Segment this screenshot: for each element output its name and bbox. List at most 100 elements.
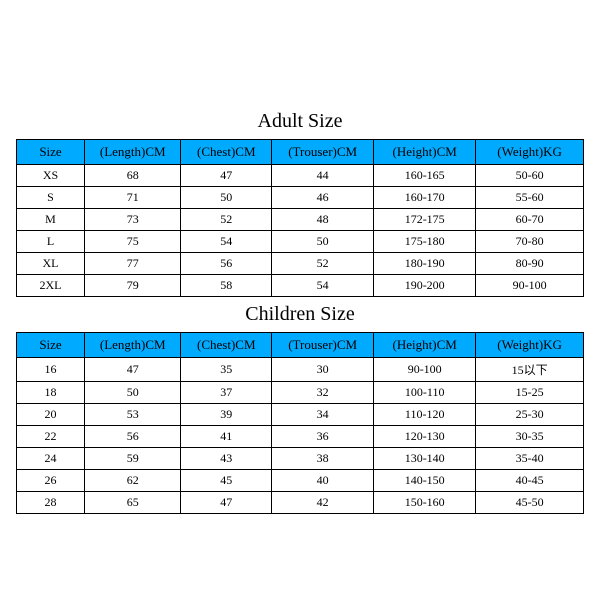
col-weight: (Weight)KG (476, 140, 584, 165)
cell: 54 (181, 231, 272, 253)
cell: 24 (17, 448, 85, 470)
cell: XS (17, 165, 85, 187)
col-size: Size (17, 140, 85, 165)
table-row: 2XL 79 58 54 190-200 90-100 (17, 275, 584, 297)
cell: 73 (85, 209, 181, 231)
table-row: S 71 50 46 160-170 55-60 (17, 187, 584, 209)
table-row: L 75 54 50 175-180 70-80 (17, 231, 584, 253)
col-trouser: (Trouser)CM (272, 333, 374, 358)
cell: 22 (17, 426, 85, 448)
cell: L (17, 231, 85, 253)
children-size-title: Children Size (16, 303, 584, 326)
cell: 30 (272, 358, 374, 382)
cell: 50 (272, 231, 374, 253)
cell: 75 (85, 231, 181, 253)
cell: 190-200 (374, 275, 476, 297)
col-trouser: (Trouser)CM (272, 140, 374, 165)
cell: 54 (272, 275, 374, 297)
cell: 15以下 (476, 358, 584, 382)
cell: 38 (272, 448, 374, 470)
cell: 18 (17, 382, 85, 404)
cell: 48 (272, 209, 374, 231)
cell: 100-110 (374, 382, 476, 404)
table-row: 26 62 45 40 140-150 40-45 (17, 470, 584, 492)
cell: 35-40 (476, 448, 584, 470)
cell: 58 (181, 275, 272, 297)
cell: 16 (17, 358, 85, 382)
cell: 59 (85, 448, 181, 470)
cell: 90-100 (476, 275, 584, 297)
children-size-table: Size (Length)CM (Chest)CM (Trouser)CM (H… (16, 332, 584, 514)
col-length: (Length)CM (85, 140, 181, 165)
cell: 56 (181, 253, 272, 275)
cell: 50-60 (476, 165, 584, 187)
adult-size-title: Adult Size (16, 110, 584, 133)
cell: 150-160 (374, 492, 476, 514)
col-size: Size (17, 333, 85, 358)
cell: 37 (181, 382, 272, 404)
cell: 20 (17, 404, 85, 426)
cell: 55-60 (476, 187, 584, 209)
cell: 45-50 (476, 492, 584, 514)
col-height: (Height)CM (374, 333, 476, 358)
cell: 41 (181, 426, 272, 448)
cell: 68 (85, 165, 181, 187)
table-row: M 73 52 48 172-175 60-70 (17, 209, 584, 231)
cell: 2XL (17, 275, 85, 297)
table-header-row: Size (Length)CM (Chest)CM (Trouser)CM (H… (17, 333, 584, 358)
table-row: 20 53 39 34 110-120 25-30 (17, 404, 584, 426)
col-weight: (Weight)KG (476, 333, 584, 358)
cell: 35 (181, 358, 272, 382)
table-row: XL 77 56 52 180-190 80-90 (17, 253, 584, 275)
cell: 46 (272, 187, 374, 209)
cell: 28 (17, 492, 85, 514)
cell: 140-150 (374, 470, 476, 492)
cell: 45 (181, 470, 272, 492)
cell: 39 (181, 404, 272, 426)
cell: 52 (181, 209, 272, 231)
cell: 15-25 (476, 382, 584, 404)
cell: 47 (181, 492, 272, 514)
cell: XL (17, 253, 85, 275)
cell: 40-45 (476, 470, 584, 492)
cell: M (17, 209, 85, 231)
cell: 52 (272, 253, 374, 275)
cell: 47 (85, 358, 181, 382)
cell: 65 (85, 492, 181, 514)
cell: 34 (272, 404, 374, 426)
cell: 53 (85, 404, 181, 426)
cell: 70-80 (476, 231, 584, 253)
cell: 36 (272, 426, 374, 448)
cell: 160-165 (374, 165, 476, 187)
cell: 120-130 (374, 426, 476, 448)
cell: 30-35 (476, 426, 584, 448)
cell: 172-175 (374, 209, 476, 231)
cell: 50 (181, 187, 272, 209)
cell: 32 (272, 382, 374, 404)
cell: 71 (85, 187, 181, 209)
cell: 44 (272, 165, 374, 187)
cell: 50 (85, 382, 181, 404)
cell: 175-180 (374, 231, 476, 253)
col-chest: (Chest)CM (181, 333, 272, 358)
cell: 43 (181, 448, 272, 470)
cell: 40 (272, 470, 374, 492)
cell: 110-120 (374, 404, 476, 426)
cell: 77 (85, 253, 181, 275)
table-row: 18 50 37 32 100-110 15-25 (17, 382, 584, 404)
cell: 79 (85, 275, 181, 297)
cell: 25-30 (476, 404, 584, 426)
cell: 180-190 (374, 253, 476, 275)
adult-size-body: XS 68 47 44 160-165 50-60 S 71 50 46 160… (17, 165, 584, 297)
cell: 26 (17, 470, 85, 492)
col-height: (Height)CM (374, 140, 476, 165)
cell: 60-70 (476, 209, 584, 231)
col-chest: (Chest)CM (181, 140, 272, 165)
cell: 160-170 (374, 187, 476, 209)
table-row: 22 56 41 36 120-130 30-35 (17, 426, 584, 448)
cell: 90-100 (374, 358, 476, 382)
col-length: (Length)CM (85, 333, 181, 358)
table-row: 24 59 43 38 130-140 35-40 (17, 448, 584, 470)
cell: 56 (85, 426, 181, 448)
cell: 62 (85, 470, 181, 492)
